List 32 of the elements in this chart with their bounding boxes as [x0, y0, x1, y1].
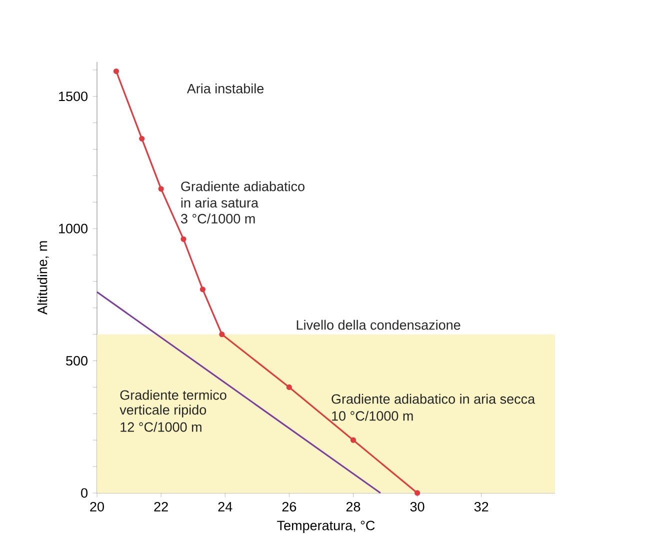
y-tick-label: 1500 — [59, 92, 88, 102]
annotation: Gradiente adiabatico — [181, 181, 304, 192]
annotation: 3 °C/1000 m — [180, 214, 255, 224]
x-axis-title: Temperatura, °C — [277, 520, 375, 533]
annotation: verticale ripido — [120, 404, 206, 418]
point — [200, 286, 206, 292]
point — [139, 136, 145, 142]
annotation: Livello della condensazione — [296, 320, 460, 330]
annotation: in aria satura — [181, 198, 258, 208]
point — [219, 332, 225, 338]
annotation: Gradiente termico — [120, 390, 226, 400]
point — [350, 437, 356, 443]
point — [158, 186, 164, 192]
annotation: Gradiente adiabatico in aria secca — [332, 394, 536, 404]
y-tick-label: 0 — [81, 488, 88, 498]
annotation: 12 °C/1000 m — [120, 422, 202, 432]
y-tick-label: 500 — [66, 356, 88, 366]
x-tick-label: 32 — [474, 502, 488, 512]
x-tick-label: 20 — [90, 502, 104, 512]
point — [180, 236, 186, 242]
x-tick-label: 30 — [410, 502, 424, 512]
point — [414, 490, 420, 496]
x-tick-label: 22 — [154, 502, 168, 512]
x-tick-label: 28 — [346, 502, 360, 512]
y-tick-label: 1000 — [59, 224, 88, 234]
annotation: 10 °C/1000 m — [332, 410, 413, 421]
y-axis-title: Altitudine, m — [37, 241, 49, 315]
x-tick-label: 24 — [218, 502, 232, 512]
point — [286, 384, 292, 390]
point — [113, 68, 120, 74]
x-tick-label: 26 — [282, 502, 296, 512]
annotation: Aria instabile — [186, 83, 264, 94]
